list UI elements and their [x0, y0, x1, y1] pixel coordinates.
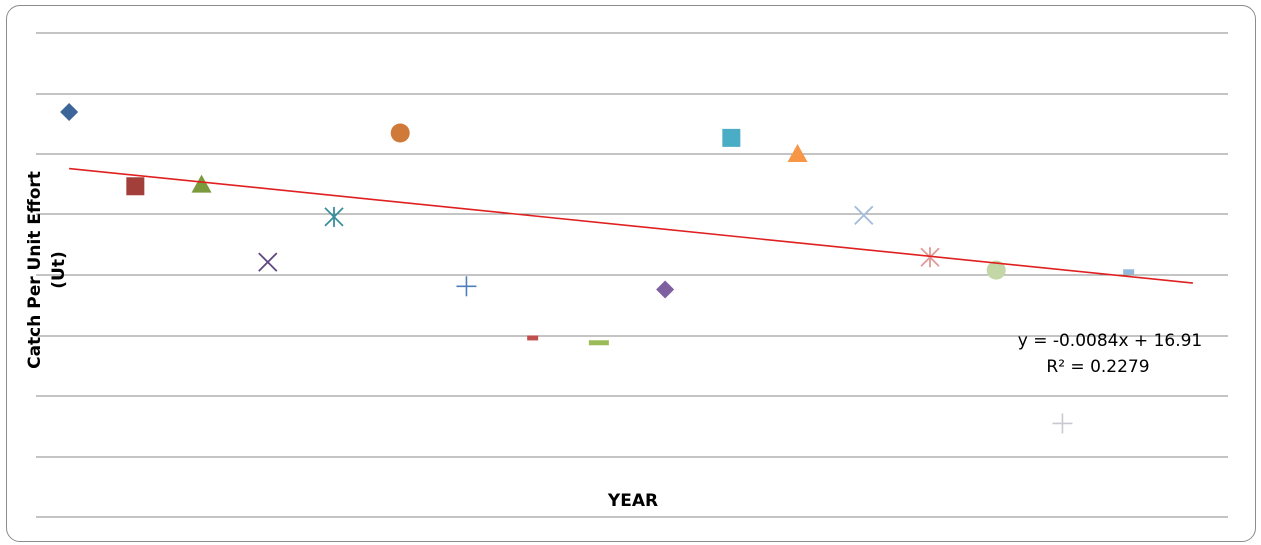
- data-point-circle: [390, 123, 410, 143]
- data-point-x: [854, 205, 874, 225]
- x-axis-title: YEAR: [607, 491, 658, 511]
- trendline-equation: y = -0.0084x + 16.91: [1018, 331, 1203, 351]
- trendline-r-squared: R² = 0.2279: [1046, 357, 1149, 377]
- y-axis-title: Catch Per Unit Effort (Ut): [25, 171, 69, 369]
- data-point-plus: [1052, 413, 1073, 434]
- data-point-square: [722, 128, 741, 147]
- data-point-x: [258, 252, 278, 272]
- data-point-dash: [588, 340, 609, 346]
- data-point-square: [126, 177, 145, 196]
- data-point-triangle: [191, 174, 212, 193]
- data-point-diamond: [60, 103, 79, 122]
- y-axis-title-line2: (Ut): [49, 251, 69, 288]
- data-point-dash: [1123, 269, 1135, 275]
- y-axis-title-line1: Catch Per Unit Effort: [25, 171, 45, 369]
- data-point-plus: [456, 276, 477, 297]
- trendline: [69, 167, 1193, 284]
- data-point-star: [324, 206, 344, 227]
- data-point-star: [920, 247, 940, 268]
- data-point-diamond: [656, 280, 675, 299]
- gridlines: [36, 32, 1228, 518]
- data-point-dash: [527, 335, 539, 341]
- data-point-circle: [986, 260, 1006, 280]
- data-markers: [60, 103, 1135, 434]
- data-point-triangle: [787, 144, 808, 162]
